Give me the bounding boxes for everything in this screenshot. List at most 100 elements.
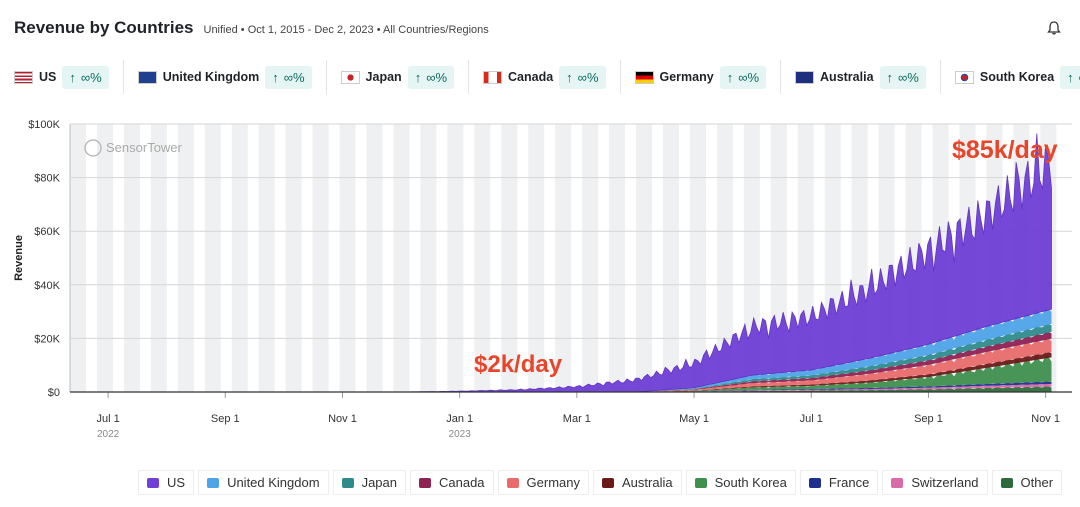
- background-stripe: [609, 124, 626, 392]
- background-stripe: [150, 124, 167, 392]
- growth-value: ∞%: [738, 69, 760, 85]
- legend-label: South Korea: [714, 475, 787, 490]
- arrow-up-icon: ↑: [414, 69, 422, 85]
- flag-icon: [954, 70, 974, 84]
- legend-label: Canada: [438, 475, 485, 490]
- background-stripe: [501, 124, 518, 392]
- x-tick-label: Sep 1: [211, 413, 240, 425]
- legend-item[interactable]: Other: [991, 470, 1063, 495]
- flag-icon: [483, 70, 503, 84]
- background-stripe: [70, 124, 86, 392]
- page-title: Revenue by Countries: [14, 18, 194, 37]
- growth-badge: ↑∞%: [719, 65, 767, 89]
- country-name: United Kingdom: [162, 70, 260, 84]
- country-tab-ca[interactable]: Canada ↑ ∞%: [469, 60, 621, 94]
- legend-swatch: [418, 477, 431, 488]
- background-stripe: [689, 124, 706, 392]
- country-name: South Korea: [979, 70, 1055, 84]
- series-area-switzerland: [108, 383, 1052, 392]
- background-stripe: [636, 124, 653, 392]
- series-area-united-kingdom: [108, 308, 1052, 392]
- legend-label: Japan: [361, 475, 397, 490]
- legend-swatch: [694, 477, 707, 488]
- growth-value: ∞%: [898, 69, 919, 85]
- country-name: Germany: [659, 70, 714, 84]
- country-tab-jp[interactable]: Japan ↑ ∞%: [327, 60, 470, 94]
- arrow-up-icon: ↑: [566, 69, 573, 85]
- growth-badge: ↑∞%: [1060, 65, 1080, 89]
- legend-swatch: [602, 477, 614, 488]
- x-tick-label: Mar 1: [563, 413, 591, 425]
- legend-item[interactable]: US: [138, 470, 195, 495]
- legend-item[interactable]: Canada: [409, 470, 494, 495]
- legend-label: Germany: [526, 475, 580, 490]
- annotation-label: $85k/day: [952, 136, 1058, 164]
- background-stripe: [555, 124, 572, 392]
- country-name: Australia: [820, 70, 874, 84]
- growth-value: ∞%: [577, 69, 599, 85]
- country-tab-au[interactable]: Australia ↑ ∞%: [781, 60, 941, 94]
- revenue-chart: $0 $20K $40K $60K $80K $100K Revenue Jul 1 2022 S…: [0, 110, 1080, 470]
- x-tick-year: 2022: [97, 429, 120, 440]
- flag-icon: [340, 70, 360, 84]
- legend-swatch: [341, 477, 354, 488]
- background-stripe: [258, 124, 275, 392]
- growth-badge: ↑∞%: [559, 65, 606, 89]
- growth-value: ∞%: [80, 69, 102, 85]
- country-tab-de[interactable]: Germany ↑ ∞%: [621, 60, 782, 94]
- legend-label: Other: [1020, 475, 1054, 490]
- country-tab-us[interactable]: US ↑ ∞%: [0, 60, 124, 94]
- growth-badge: ↑∞%: [879, 65, 926, 89]
- legend-swatch: [506, 477, 519, 488]
- country-name: Canada: [508, 70, 554, 84]
- x-tick-label: Nov 1: [328, 413, 357, 425]
- growth-value: ∞%: [283, 69, 305, 85]
- x-tick-label: Nov 1: [1031, 413, 1060, 425]
- background-stripe: [96, 124, 113, 392]
- legend-swatch: [147, 477, 159, 488]
- legend-label: Switzerland: [911, 475, 979, 490]
- background-stripe: [285, 124, 302, 392]
- arrow-up-icon: ↑: [886, 69, 894, 85]
- y-axis-label: Revenue: [13, 235, 25, 281]
- growth-value: ∞%: [426, 69, 448, 85]
- background-stripe: [447, 124, 464, 392]
- y-tick-label: $20K: [34, 333, 60, 345]
- country-tab-uk[interactable]: United Kingdom ↑ ∞%: [124, 60, 327, 94]
- legend-item[interactable]: France: [799, 470, 879, 495]
- flag-icon: [795, 70, 815, 84]
- background-stripe: [393, 124, 410, 392]
- legend-label: US: [167, 475, 186, 490]
- legend-item[interactable]: Japan: [332, 470, 406, 495]
- bell-icon[interactable]: [1046, 20, 1062, 36]
- background-stripe: [312, 124, 329, 392]
- legend-item[interactable]: Switzerland: [882, 470, 988, 495]
- legend-item[interactable]: South Korea: [685, 470, 796, 495]
- country-tab-kr[interactable]: South Korea ↑ ∞%: [941, 60, 1080, 94]
- x-tick-year: 2023: [449, 429, 472, 440]
- growth-value: ∞%: [1079, 70, 1080, 85]
- flag-icon: [137, 70, 157, 84]
- arrow-up-icon: ↑: [272, 69, 279, 85]
- background-stripe: [204, 124, 221, 392]
- x-tick-label: Jan 1: [446, 413, 473, 425]
- page-subtitle: Unified • Oct 1, 2015 - Dec 2, 2023 • Al…: [203, 24, 489, 36]
- legend-swatch: [1000, 477, 1013, 488]
- legend-label: United Kingdom: [227, 475, 320, 490]
- background-stripe: [339, 124, 356, 392]
- legend-item[interactable]: Australia: [593, 470, 682, 495]
- sensortower-logo-icon: [84, 139, 102, 157]
- country-name: Japan: [365, 70, 402, 84]
- background-stripe: [474, 124, 491, 392]
- legend-swatch: [891, 477, 904, 488]
- annotation-label: $2k/day: [474, 351, 563, 378]
- series-area-other: [108, 385, 1052, 392]
- legend-item[interactable]: United Kingdom: [198, 470, 329, 495]
- legend-item[interactable]: Germany: [497, 470, 589, 495]
- legend-swatch: [808, 477, 821, 488]
- chart-svg: $0 $20K $40K $60K $80K $100K Revenue Jul 1 2022 S…: [13, 119, 1072, 440]
- y-tick-label: $40K: [34, 280, 60, 292]
- arrow-up-icon: ↑: [726, 69, 734, 85]
- x-tick-label: Sep 1: [914, 413, 943, 425]
- flag-icon: [14, 70, 33, 84]
